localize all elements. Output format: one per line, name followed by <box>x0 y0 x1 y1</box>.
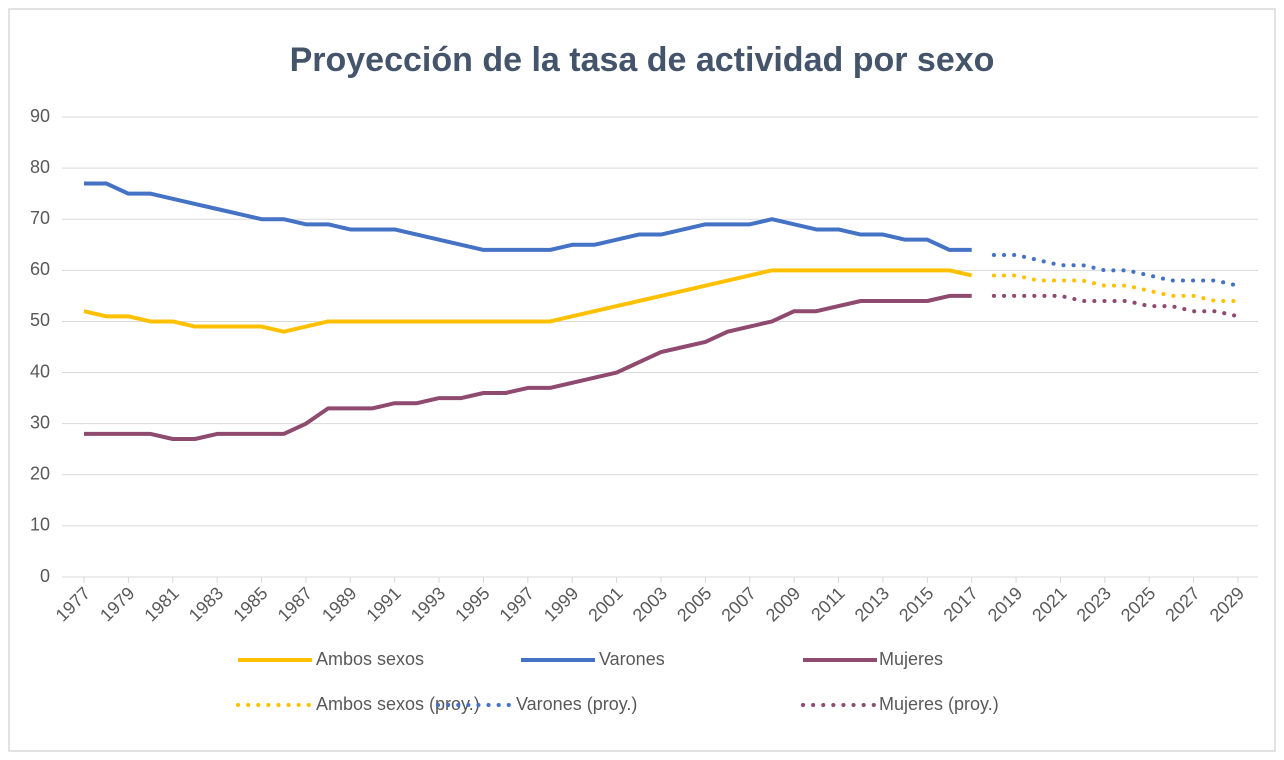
series-line <box>84 181 972 252</box>
series-line <box>991 273 1240 303</box>
series-line <box>991 253 1240 288</box>
y-tick-label: 90 <box>30 106 50 126</box>
legend-label: Ambos sexos (proy.) <box>316 694 480 714</box>
series-line <box>83 268 973 334</box>
y-tick-label: 10 <box>30 515 50 535</box>
y-tick-label: 60 <box>30 259 50 279</box>
series-line <box>84 293 972 441</box>
legend-label: Ambos sexos <box>316 649 424 669</box>
legend-label: Mujeres (proy.) <box>879 694 999 714</box>
y-tick-label: 0 <box>40 566 50 586</box>
y-tick-label: 20 <box>30 464 50 484</box>
chart-title: Proyección de la tasa de actividad por s… <box>290 41 995 79</box>
y-tick-label: 40 <box>30 361 50 381</box>
y-tick-label: 80 <box>30 157 50 177</box>
y-tick-label: 70 <box>30 208 50 228</box>
legend-label: Varones (proy.) <box>516 694 637 714</box>
legend-label: Mujeres <box>879 649 943 669</box>
series-line <box>991 293 1240 319</box>
chart-border <box>8 8 1276 752</box>
legend-label: Varones <box>599 649 665 669</box>
y-tick-label: 30 <box>30 412 50 432</box>
y-tick-label: 50 <box>30 310 50 330</box>
